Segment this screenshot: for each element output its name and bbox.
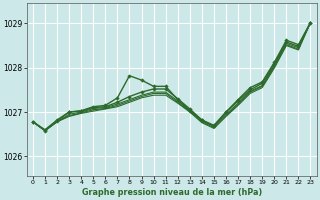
X-axis label: Graphe pression niveau de la mer (hPa): Graphe pression niveau de la mer (hPa) bbox=[82, 188, 262, 197]
